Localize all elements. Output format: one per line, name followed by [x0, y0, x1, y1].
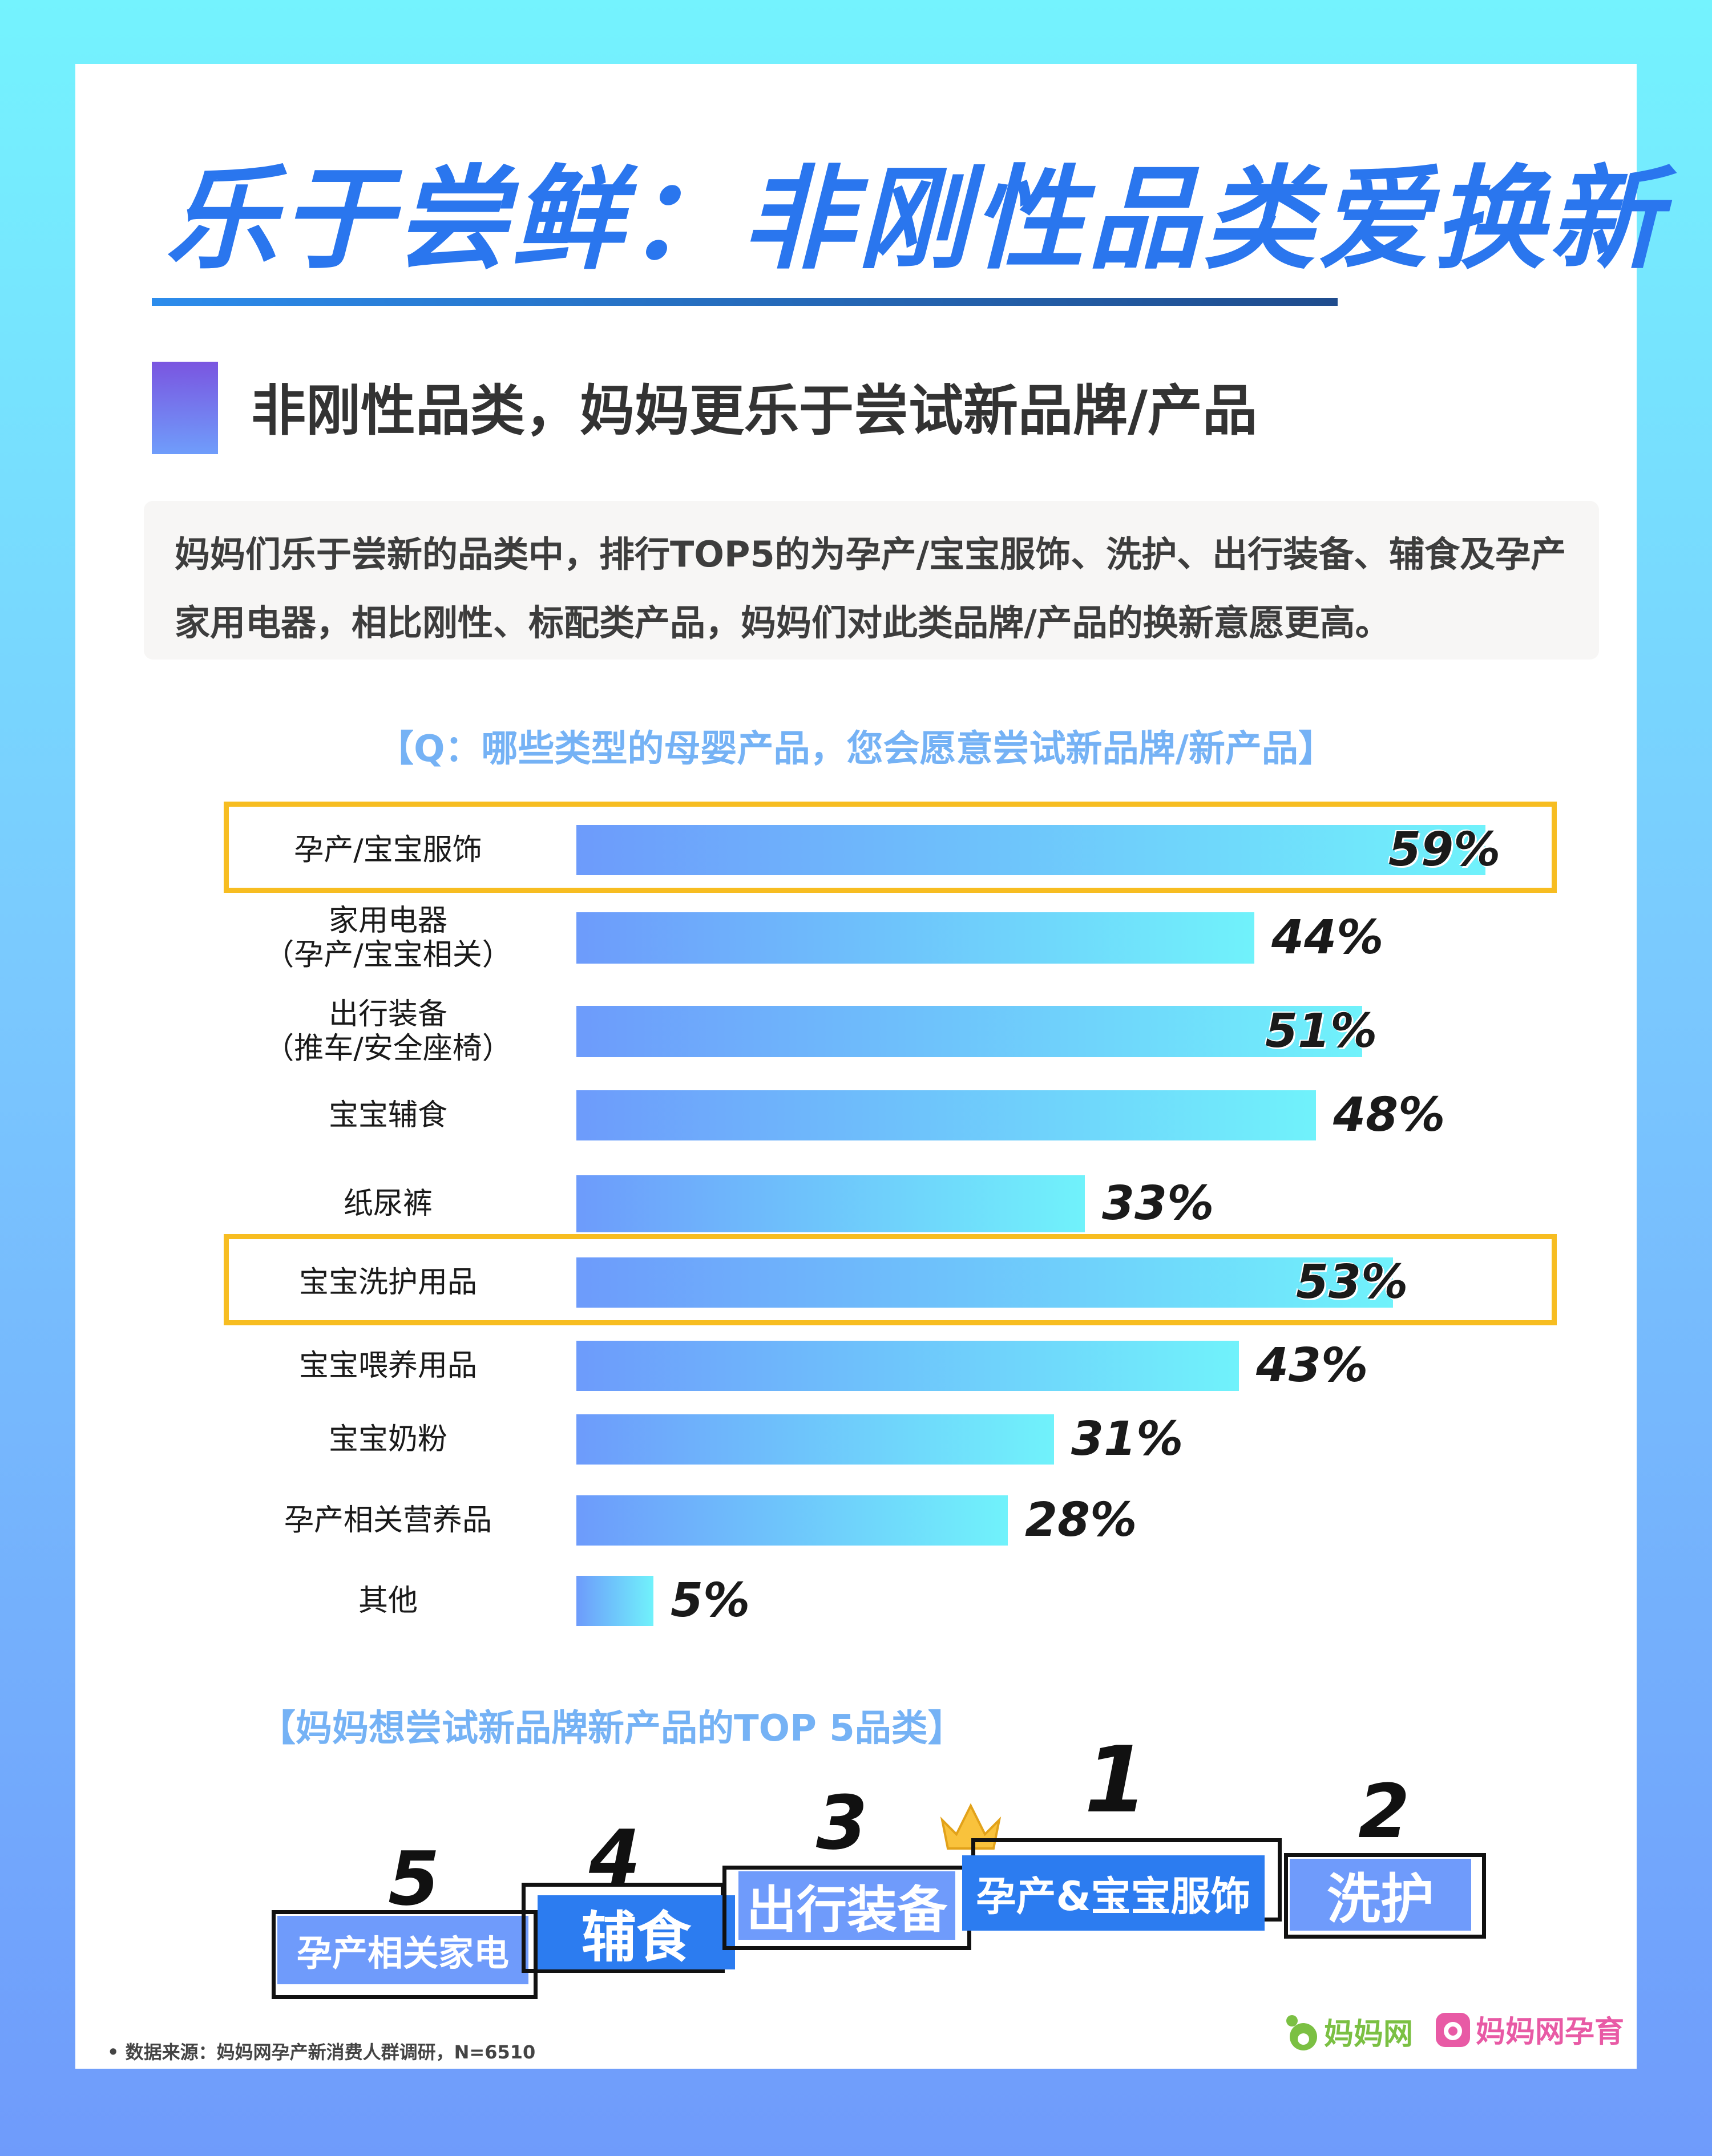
- bar-value-label: 59%: [1388, 823, 1501, 877]
- bar-value-label: 53%: [1296, 1255, 1408, 1309]
- intro-box: [144, 501, 1599, 660]
- podium-step-5: [272, 1910, 538, 1999]
- bar-value-label: 33%: [1102, 1176, 1214, 1231]
- bar: [576, 1257, 1393, 1308]
- podium-step-1-label: 孕产&宝宝服饰: [962, 1855, 1265, 1931]
- bar: [576, 1006, 1362, 1057]
- intro-text: 妈妈们乐于尝新的品类中，排行TOP5的为孕产/宝宝服饰、洗护、出行装备、辅食及孕…: [175, 533, 1566, 644]
- crown-icon: [939, 1803, 1002, 1854]
- top5-title: 【妈妈想尝试新品牌新产品的TOP 5品类】: [259, 1708, 964, 1750]
- category-label-line: 宝宝喂养用品: [298, 1349, 477, 1383]
- category-label-line: （孕产/宝宝相关）: [264, 938, 512, 972]
- bar-value-label: 44%: [1271, 911, 1384, 965]
- category-label-line: 宝宝奶粉: [328, 1422, 447, 1457]
- bar-value-label: 28%: [1025, 1493, 1137, 1547]
- category-label-line: 其他: [358, 1584, 418, 1618]
- podium-step-2-label: 洗护: [1290, 1859, 1471, 1931]
- category-label-line: 出行装备: [328, 997, 447, 1032]
- bar-value-label: 5%: [671, 1573, 750, 1628]
- rank-5-number: 5: [388, 1835, 440, 1922]
- category-label: 孕产相关营养品: [228, 1503, 548, 1538]
- bar: [576, 1090, 1316, 1140]
- category-label-line: （推车/安全座椅）: [264, 1032, 512, 1066]
- mamawang-logo-text: 妈妈网: [1324, 2017, 1414, 2052]
- highlight-box: [224, 1234, 1557, 1325]
- category-label: 宝宝奶粉: [228, 1422, 548, 1457]
- category-label: 孕产/宝宝服饰: [228, 833, 548, 867]
- bar-value-label: 31%: [1071, 1412, 1184, 1466]
- category-label-line: 家用电器: [328, 904, 447, 938]
- category-label: 出行装备 （推车/安全座椅）: [228, 997, 548, 1066]
- category-label-line: 孕产/宝宝服饰: [294, 833, 482, 867]
- mamawang-yunyu-logo-icon: [1435, 2012, 1471, 2048]
- category-label: 家用电器 （孕产/宝宝相关）: [228, 904, 548, 972]
- page-title: 乐于尝鲜：非刚性品类爱换新: [165, 155, 1665, 285]
- content-card: [75, 64, 1637, 2069]
- category-label-line: 宝宝辅食: [328, 1098, 447, 1132]
- category-label-line: 孕产相关营养品: [284, 1503, 492, 1538]
- bar-value-label: 51%: [1265, 1004, 1378, 1058]
- rank-3-number: 3: [816, 1779, 868, 1866]
- data-source-note: • 数据来源：妈妈网孕产新消费人群调研，N=6510: [107, 2041, 536, 2063]
- category-label: 宝宝辅食: [228, 1098, 548, 1132]
- bar: [576, 1175, 1085, 1232]
- bar: [576, 825, 1485, 875]
- rank-1-number: 1: [1084, 1726, 1148, 1833]
- bar: [576, 1414, 1054, 1465]
- rank-2-number: 2: [1358, 1768, 1410, 1855]
- podium-step-4-label: 辅食: [538, 1895, 735, 1969]
- mamawang-logo-icon: [1284, 2014, 1318, 2053]
- bar: [576, 1341, 1239, 1391]
- bar: [576, 1576, 653, 1626]
- podium-step-3-label: 出行装备: [738, 1871, 955, 1940]
- section-subtitle: 非刚性品类，妈妈更乐于尝试新品牌/产品: [251, 379, 1258, 443]
- category-label: 其他: [228, 1584, 548, 1618]
- highlight-box: [224, 802, 1557, 893]
- category-label-line: 宝宝洗护用品: [298, 1265, 477, 1300]
- bar-value-label: 48%: [1333, 1088, 1445, 1142]
- title-underline: [152, 298, 1338, 306]
- bar-value-label: 43%: [1256, 1338, 1368, 1393]
- category-label: 宝宝洗护用品: [228, 1265, 548, 1300]
- bar: [576, 1495, 1008, 1546]
- chart-title: 【Q：哪些类型的母婴产品，您会愿意尝试新品牌/新产品】: [377, 728, 1335, 770]
- mamawang-yunyu-logo-text: 妈妈网孕育: [1476, 2015, 1625, 2049]
- podium-step-5-label: 孕产相关家电: [277, 1916, 528, 1984]
- category-label: 纸尿裤: [228, 1187, 548, 1221]
- category-label-line: 纸尿裤: [343, 1187, 433, 1221]
- category-label: 宝宝喂养用品: [228, 1349, 548, 1383]
- bar: [576, 912, 1254, 964]
- podium-step-2: [1284, 1853, 1486, 1939]
- subtitle-marker: [152, 362, 218, 454]
